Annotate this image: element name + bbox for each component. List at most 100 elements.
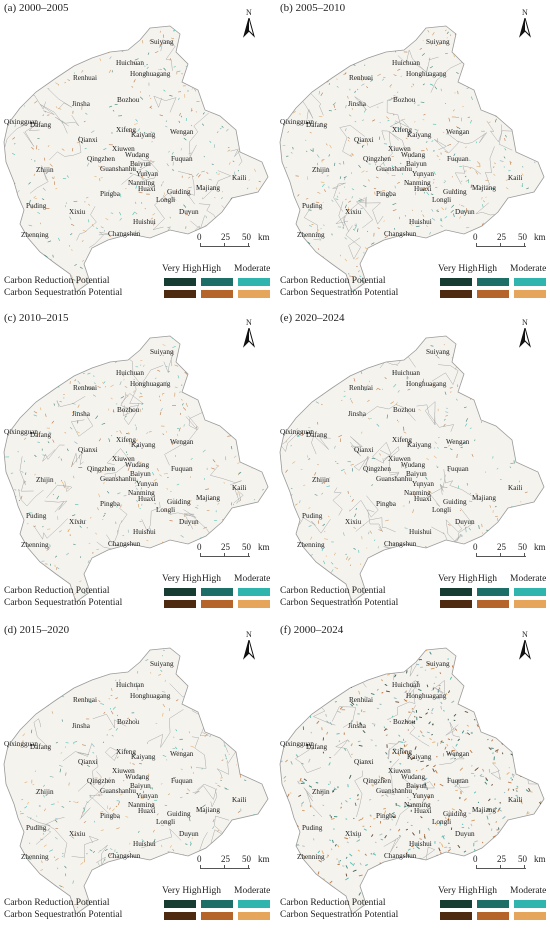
legend-level: Very High	[162, 886, 202, 896]
scale-line	[476, 868, 526, 869]
place-label: Guiding	[167, 188, 191, 196]
place-label: Qianxi	[78, 446, 98, 454]
legend-swatch	[440, 912, 472, 920]
region-map	[3, 647, 269, 914]
place-label: Wengan	[446, 750, 470, 758]
scale-tick-mark	[224, 553, 225, 557]
north-arrow-icon: N	[240, 8, 260, 42]
legend-level: Moderate	[234, 574, 271, 584]
place-label: Dafang	[306, 431, 328, 439]
legend-swatch	[514, 588, 546, 596]
place-label: Qingzhen	[363, 155, 391, 163]
scale-tick-label: 0	[197, 542, 202, 552]
place-label: Wengan	[170, 438, 194, 446]
legend: Very High High Moderate Carbon Reduction Po…	[280, 264, 546, 306]
place-label: Huichuan	[392, 59, 420, 67]
place-label: Zhijin	[36, 476, 54, 484]
legend-swatch	[164, 588, 196, 596]
place-label: Wengan	[170, 750, 194, 758]
place-label: Changshun	[384, 852, 417, 860]
place-label: Huichuan	[392, 369, 420, 377]
legend-level: Moderate	[510, 264, 547, 274]
scale-tick-label: 0	[473, 232, 478, 242]
scale-tick-mark	[224, 243, 225, 247]
scale-tick-label: 50	[518, 542, 527, 552]
place-label: Jinsha	[348, 100, 366, 108]
place-label: Longli	[156, 818, 176, 826]
place-label: Majiang	[472, 806, 496, 814]
north-arrow-icon: N	[240, 318, 260, 352]
place-label: Jinsha	[348, 722, 366, 730]
legend-level: Moderate	[234, 886, 271, 896]
place-label: Suiyang	[150, 348, 174, 356]
place-label: Baiyun	[406, 782, 427, 790]
place-label: Xifeng	[116, 126, 136, 134]
legend-level: Moderate	[234, 264, 271, 274]
place-label: Honghuagang	[406, 70, 447, 78]
region-outline	[3, 25, 269, 292]
scale-line	[476, 556, 526, 557]
place-label: Jinsha	[72, 410, 90, 418]
legend-level: Moderate	[510, 574, 547, 584]
scale-tick-mark	[224, 865, 225, 869]
legend-row-label: Carbon Reduction Potential	[4, 898, 110, 908]
scale-tick-mark	[248, 865, 249, 869]
place-label: Zhenning	[297, 541, 325, 549]
scale-bar: 0 25 50 km	[472, 854, 546, 882]
place-label: Pingba	[100, 812, 120, 820]
place-label: Changshun	[108, 230, 141, 238]
place-label: Honghuagang	[130, 380, 171, 388]
legend-row-label: Carbon Reduction Potential	[280, 586, 386, 596]
scale-tick-label: 25	[221, 542, 230, 552]
north-label: N	[246, 630, 252, 639]
place-label: Zhijin	[36, 166, 54, 174]
place-label: Qingzhen	[87, 777, 115, 785]
place-label: Guanshanhu	[376, 475, 412, 483]
north-label: N	[522, 318, 528, 327]
scale-tick-mark	[200, 553, 201, 557]
legend-swatch	[238, 278, 270, 286]
place-label: Kaiyang	[407, 441, 432, 449]
place-label: Huishui	[409, 218, 432, 226]
place-label: Baiyun	[406, 470, 427, 478]
region-map	[3, 25, 269, 292]
place-label: Guanshanhu	[100, 475, 136, 483]
scale-tick-label: 25	[497, 542, 506, 552]
legend-level: Very High	[438, 886, 478, 896]
scale-tick-label: 0	[473, 854, 478, 864]
panel-title: (a) 2000–2005	[4, 2, 69, 14]
place-label: Huichuan	[116, 59, 144, 67]
place-label: Puding	[26, 824, 47, 832]
legend: Very High High Moderate Carbon Reduction Po…	[280, 886, 546, 928]
place-label: Huichuan	[116, 681, 144, 689]
place-label: Qixingguan	[4, 118, 38, 126]
place-label: Suiyang	[426, 38, 450, 46]
place-label: Renhuai	[73, 696, 97, 704]
legend-swatch	[164, 600, 196, 608]
place-label: Bozhou	[117, 718, 140, 726]
place-label: Pingba	[376, 812, 396, 820]
scale-line	[200, 246, 250, 247]
legend-swatch	[440, 290, 472, 298]
scale-bar: 0 25 50 km	[472, 232, 546, 260]
map-panel: (c) 2010–2015 Suiyang Huichuan Renhuai Hongh…	[0, 310, 270, 616]
place-label: Wengan	[170, 128, 194, 136]
place-label: Kaiyang	[131, 441, 156, 449]
place-label: Longli	[156, 506, 176, 514]
scale-bar: 0 25 50 km	[196, 542, 270, 570]
place-label: Xiuwen	[112, 767, 135, 775]
place-label: Wudang	[125, 151, 150, 159]
place-label: Dafang	[30, 121, 52, 129]
place-label: Kaili	[232, 484, 247, 492]
scale-unit: km	[534, 232, 546, 242]
place-label: Honghuagang	[130, 692, 171, 700]
legend-level: Very High	[162, 574, 202, 584]
place-label: Qingzhen	[363, 465, 391, 473]
north-label: N	[522, 630, 528, 639]
legend-swatch	[238, 588, 270, 596]
place-label: Nanming	[404, 801, 431, 809]
scale-unit: km	[258, 854, 270, 864]
place-label: Nanming	[404, 179, 431, 187]
place-label: Changshun	[108, 540, 141, 548]
place-label: Xixiu	[345, 518, 362, 526]
